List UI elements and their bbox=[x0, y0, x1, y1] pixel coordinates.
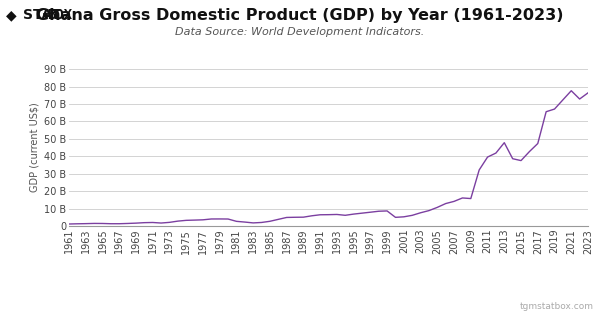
Y-axis label: GDP (current US$): GDP (current US$) bbox=[30, 103, 40, 192]
Text: Data Source: World Development Indicators.: Data Source: World Development Indicator… bbox=[175, 27, 425, 37]
Text: Ghana Gross Domestic Product (GDP) by Year (1961-2023): Ghana Gross Domestic Product (GDP) by Ye… bbox=[36, 8, 564, 23]
Text: BOX: BOX bbox=[47, 8, 72, 22]
Text: STAT: STAT bbox=[23, 8, 61, 22]
Text: ◆: ◆ bbox=[6, 8, 17, 22]
Text: tgmstatbox.com: tgmstatbox.com bbox=[520, 302, 594, 311]
